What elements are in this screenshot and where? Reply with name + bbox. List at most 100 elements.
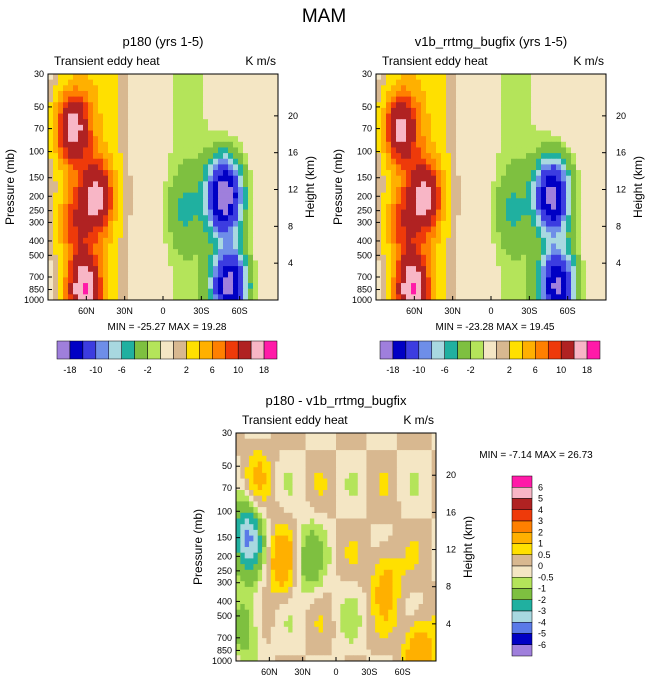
heatmap-cell — [426, 85, 432, 92]
heatmap-cell — [586, 130, 592, 137]
heatmap-cell — [238, 175, 244, 182]
heatmap-cell — [366, 569, 372, 576]
heatmap-cell — [63, 215, 69, 222]
heatmap-cell — [314, 501, 320, 508]
heatmap-cell — [541, 187, 547, 194]
heatmap-cell — [228, 254, 234, 261]
heatmap-cell — [118, 79, 124, 86]
y-tick-label: 300 — [29, 217, 44, 227]
heatmap-cell — [193, 181, 199, 188]
heatmap-cell — [178, 215, 184, 222]
heatmap-cell — [401, 450, 406, 457]
heatmap-cell — [68, 271, 74, 278]
heatmap-cell — [405, 461, 411, 468]
heatmap-cell — [263, 147, 269, 154]
heatmap-cell — [344, 495, 350, 502]
heatmap-cell — [427, 529, 433, 536]
heatmap-cell — [208, 215, 214, 222]
heatmap-cell — [561, 175, 567, 182]
heatmap-cell — [258, 266, 264, 273]
heatmap-cell — [396, 450, 402, 457]
heatmap-cell — [123, 226, 129, 233]
heatmap-cell — [78, 153, 84, 160]
heatmap-cell — [73, 102, 79, 109]
heatmap-cell — [305, 535, 311, 542]
heatmap-cell — [556, 181, 562, 188]
heatmap-cell — [163, 119, 169, 126]
heatmap-cell — [163, 187, 169, 194]
heatmap-cell — [327, 569, 333, 576]
heatmap-cell — [123, 209, 129, 216]
heatmap-cell — [301, 535, 306, 542]
heatmap-cell — [388, 524, 393, 531]
heatmap-cell — [431, 450, 437, 457]
heatmap-cell — [273, 175, 279, 182]
heatmap-cell — [375, 501, 380, 508]
heatmap-cell — [536, 220, 542, 227]
heatmap-cell — [392, 552, 398, 559]
heatmap-cell — [381, 90, 387, 97]
heatmap-cell — [238, 74, 244, 81]
heatmap-cell — [596, 74, 602, 81]
heatmap-cell — [292, 512, 298, 519]
heatmap-cell — [536, 107, 542, 114]
heatmap-cell — [305, 455, 311, 462]
heatmap-cell — [273, 294, 279, 301]
heatmap-cell — [148, 192, 154, 199]
heatmap-cell — [283, 558, 289, 565]
heatmap-cell — [270, 524, 276, 531]
heatmap-cell — [357, 472, 363, 479]
heatmap-cell — [411, 288, 417, 295]
heatmap-cell — [58, 254, 64, 261]
heatmap-cell — [556, 113, 562, 120]
heatmap-cell — [198, 237, 204, 244]
heatmap-cell — [591, 237, 597, 244]
heatmap-cell — [526, 226, 532, 233]
heatmap-cell — [248, 226, 254, 233]
heatmap-cell — [168, 153, 174, 160]
heatmap-cell — [58, 283, 64, 290]
heatmap-cell — [396, 203, 402, 210]
heatmap-cell — [431, 518, 437, 525]
heatmap-cell — [531, 85, 537, 92]
heatmap-cell — [218, 277, 224, 284]
heatmap-cell — [268, 266, 274, 273]
heatmap-cell — [318, 558, 324, 565]
heatmap-cell — [193, 209, 199, 216]
heatmap-cell — [556, 254, 562, 261]
heatmap-cell — [526, 141, 532, 148]
heatmap-cell — [536, 85, 542, 92]
heatmap-cell — [73, 203, 79, 210]
heatmap-cell — [158, 288, 164, 295]
heatmap-cell — [138, 90, 144, 97]
heatmap-cell — [266, 455, 272, 462]
heatmap-cell — [73, 119, 79, 126]
heatmap-cell — [456, 102, 462, 109]
heatmap-cell — [123, 288, 129, 295]
heatmap-cell — [366, 564, 372, 571]
heatmap-cell — [68, 243, 74, 250]
heatmap-cell — [426, 107, 432, 114]
heatmap-cell — [431, 90, 437, 97]
heatmap-cell — [401, 113, 407, 120]
heatmap-cell — [596, 254, 602, 261]
heatmap-cell — [163, 158, 169, 165]
heatmap-cell — [123, 124, 129, 131]
heatmap-cell — [133, 266, 139, 273]
heatmap-cell — [536, 283, 542, 290]
heatmap-cell — [486, 277, 492, 284]
heatmap-cell — [153, 119, 159, 126]
heatmap-cell — [375, 512, 380, 519]
heatmap-cell — [386, 203, 392, 210]
heatmap-cell — [78, 170, 84, 177]
heatmap-cell — [406, 232, 412, 239]
heatmap-cell — [258, 158, 264, 165]
heatmap-cell — [388, 484, 393, 491]
heatmap-cell — [148, 119, 154, 126]
heatmap-cell — [98, 79, 104, 86]
heatmap-cell — [427, 461, 433, 468]
heatmap-cell — [336, 438, 341, 445]
heatmap-cell — [128, 198, 134, 205]
heatmap-cell — [301, 495, 306, 502]
heatmap-cell — [431, 512, 437, 519]
